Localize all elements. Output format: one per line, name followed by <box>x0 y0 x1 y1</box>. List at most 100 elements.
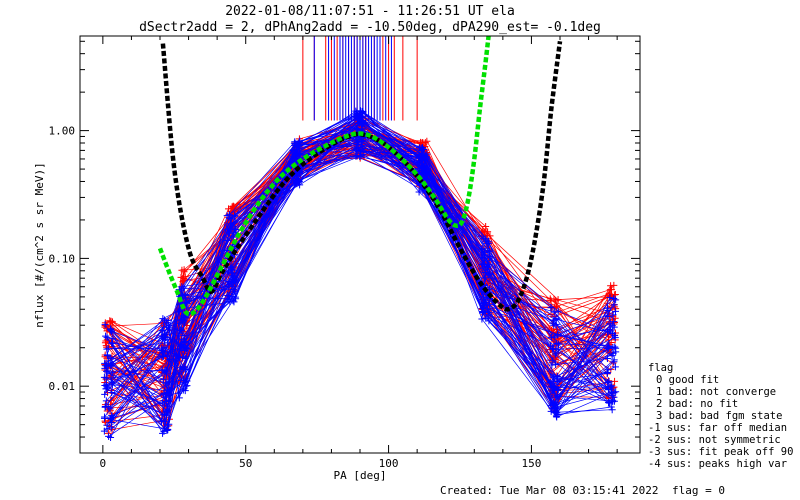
x-tick-label: 0 <box>100 457 107 470</box>
legend-entry-6: -3 sus: fit peak off 90 <box>648 446 793 458</box>
data-point <box>230 298 238 306</box>
spectrum-line <box>110 149 616 438</box>
data-point <box>180 284 188 292</box>
data-point <box>292 177 300 185</box>
y-tick-label: 0.01 <box>49 380 76 393</box>
data-point <box>226 229 234 237</box>
data-point <box>107 433 115 441</box>
data-point <box>160 390 168 398</box>
data-point <box>165 325 173 333</box>
spectrum-line <box>111 123 616 397</box>
legend-entry-7: -4 sus: peaks high var <box>648 458 787 470</box>
data-point <box>101 390 109 398</box>
data-point <box>352 124 360 132</box>
data-point <box>101 403 109 411</box>
flag-legend: flag 0 good fit 1 bad: not converge 2 ba… <box>648 362 793 470</box>
data-point <box>608 329 616 337</box>
data-point <box>102 397 110 405</box>
data-layer <box>100 36 620 441</box>
data-point <box>551 351 559 359</box>
data-point <box>608 286 616 294</box>
data-point <box>108 412 116 420</box>
data-point <box>179 386 187 394</box>
data-point <box>160 411 168 419</box>
spectrum-line <box>111 111 616 429</box>
legend-title: flag <box>648 362 673 374</box>
data-point <box>353 146 361 154</box>
data-point <box>108 381 116 389</box>
data-point <box>605 398 613 406</box>
data-point <box>546 342 554 350</box>
data-point <box>478 315 486 323</box>
green-fit-curve <box>157 36 491 317</box>
data-point <box>607 338 615 346</box>
data-point <box>552 361 560 369</box>
axes-layer: 0 50 100 150 0.01 0.10 1.00 <box>49 36 640 470</box>
data-point <box>159 375 167 383</box>
data-point <box>482 235 490 243</box>
data-point <box>417 163 425 171</box>
data-point <box>178 266 186 274</box>
data-point <box>108 369 116 377</box>
data-point <box>417 138 425 146</box>
spectrum-line <box>104 128 613 432</box>
data-point <box>229 274 237 282</box>
data-point <box>483 262 491 270</box>
data-point <box>106 361 114 369</box>
data-point <box>183 377 191 385</box>
data-point <box>603 369 611 377</box>
data-point <box>611 307 619 315</box>
data-point <box>422 168 430 176</box>
data-point <box>177 364 185 372</box>
data-point <box>606 294 614 302</box>
spectrum-line <box>112 116 615 432</box>
data-point <box>100 373 108 381</box>
data-point <box>610 389 618 397</box>
chart-subtitle: dSectr2add = 2, dPhAng2add = -10.50deg, … <box>139 20 601 35</box>
data-point <box>161 368 169 376</box>
data-point <box>102 332 110 340</box>
data-point <box>103 333 111 341</box>
data-point <box>356 152 364 160</box>
data-point <box>158 366 166 374</box>
data-point <box>610 358 618 366</box>
data-point <box>416 144 424 152</box>
data-point <box>611 363 619 371</box>
data-point <box>485 270 493 278</box>
chart-title: 2022-01-08/11:07:51 - 11:26:51 UT ela <box>225 4 515 19</box>
data-point <box>162 379 170 387</box>
created-timestamp: Created: Tue Mar 08 03:15:41 2022 <box>440 484 659 497</box>
legend-entry-1: 1 bad: not converge <box>656 386 776 398</box>
x-tick-label: 50 <box>239 457 252 470</box>
data-point <box>160 333 168 341</box>
y-tick-label: 0.10 <box>49 252 76 265</box>
legend-entry-0: 0 good fit <box>656 374 719 386</box>
data-point <box>359 112 367 120</box>
data-point <box>482 222 490 230</box>
x-tick-label: 100 <box>379 457 399 470</box>
spectrum-line <box>105 115 612 431</box>
data-point <box>228 215 236 223</box>
data-point <box>161 343 169 351</box>
data-point <box>352 113 360 121</box>
data-point <box>609 396 617 404</box>
data-point <box>547 407 555 415</box>
data-point <box>554 330 562 338</box>
data-point <box>109 318 117 326</box>
data-point <box>549 373 557 381</box>
data-point <box>552 409 560 417</box>
data-point <box>100 427 108 435</box>
data-point <box>101 339 109 347</box>
data-point <box>228 222 236 230</box>
data-point <box>101 413 109 421</box>
data-point <box>159 315 167 323</box>
data-point <box>162 319 170 327</box>
data-point <box>612 348 620 356</box>
data-point <box>359 120 367 128</box>
data-point <box>480 227 488 235</box>
data-point <box>176 326 184 334</box>
data-point <box>608 382 616 390</box>
data-point <box>610 318 618 326</box>
data-point <box>420 146 428 154</box>
data-point <box>159 429 167 437</box>
